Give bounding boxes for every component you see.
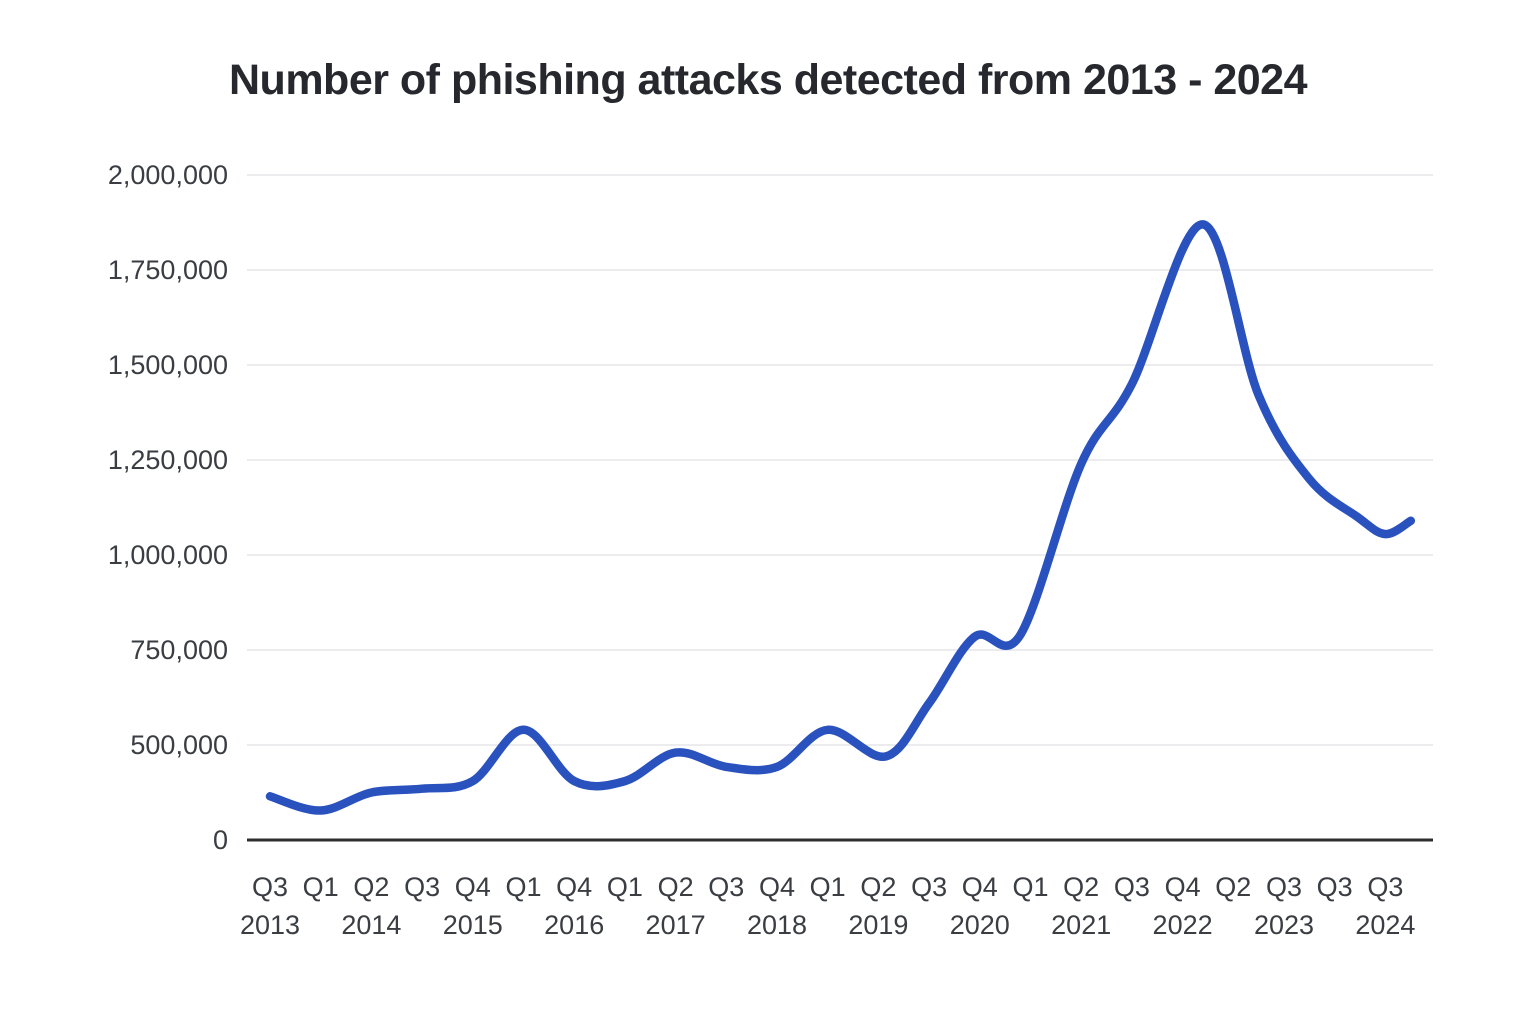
x-tick-year-label: 2017 — [646, 910, 706, 940]
x-tick-quarter-label: Q2 — [1215, 872, 1251, 902]
x-tick-quarter-label: Q3 — [1114, 872, 1150, 902]
x-tick-quarter-label: Q4 — [1165, 872, 1201, 902]
y-tick-label: 2,000,000 — [108, 160, 228, 190]
x-tick-quarter-label: Q1 — [303, 872, 339, 902]
x-tick-quarter-label: Q2 — [1063, 872, 1099, 902]
x-tick-quarter-label: Q3 — [1266, 872, 1302, 902]
x-tick-year-label: 2023 — [1254, 910, 1314, 940]
x-tick-quarter-label: Q1 — [505, 872, 541, 902]
x-tick-quarter-label: Q3 — [404, 872, 440, 902]
x-tick-year-label: 2018 — [747, 910, 807, 940]
y-tick-label: 0 — [213, 825, 228, 855]
x-tick-quarter-label: Q1 — [607, 872, 643, 902]
x-tick-year-label: 2013 — [240, 910, 300, 940]
x-tick-quarter-label: Q4 — [759, 872, 795, 902]
chart-title: Number of phishing attacks detected from… — [229, 56, 1308, 104]
x-tick-quarter-label: Q2 — [658, 872, 694, 902]
gridlines — [247, 174, 1433, 842]
y-tick-label: 1,000,000 — [108, 540, 228, 570]
y-tick-label: 1,500,000 — [108, 350, 228, 380]
x-tick-year-label: 2015 — [443, 910, 503, 940]
x-tick-quarter-label: Q3 — [1367, 872, 1403, 902]
y-tick-label: 1,250,000 — [108, 445, 228, 475]
x-tick-year-label: 2019 — [848, 910, 908, 940]
x-tick-quarter-label: Q4 — [556, 872, 592, 902]
x-tick-year-label: 2021 — [1051, 910, 1111, 940]
phishing-attacks-line-series — [265, 220, 1416, 815]
x-tick-year-label: 2020 — [950, 910, 1010, 940]
x-tick-quarter-label: Q1 — [1012, 872, 1048, 902]
x-tick-quarter-label: Q3 — [252, 872, 288, 902]
x-tick-year-label: 2016 — [544, 910, 604, 940]
x-tick-quarter-label: Q3 — [911, 872, 947, 902]
y-tick-label: 1,750,000 — [108, 255, 228, 285]
x-tick-quarter-label: Q3 — [708, 872, 744, 902]
x-tick-year-label: 2024 — [1355, 910, 1415, 940]
y-axis-tick-labels: 0 500,000 750,000 1,000,000 1,250,000 1,500,0… — [108, 160, 228, 855]
x-tick-quarter-label: Q4 — [962, 872, 998, 902]
x-tick-quarter-label: Q2 — [860, 872, 896, 902]
x-tick-quarter-label: Q4 — [455, 872, 491, 902]
x-tick-quarter-label: Q1 — [810, 872, 846, 902]
y-tick-label: 750,000 — [130, 635, 228, 665]
x-tick-year-label: 2014 — [341, 910, 401, 940]
y-tick-label: 500,000 — [130, 730, 228, 760]
x-tick-year-label: 2022 — [1153, 910, 1213, 940]
x-tick-quarter-label: Q2 — [353, 872, 389, 902]
x-tick-quarter-label: Q3 — [1317, 872, 1353, 902]
